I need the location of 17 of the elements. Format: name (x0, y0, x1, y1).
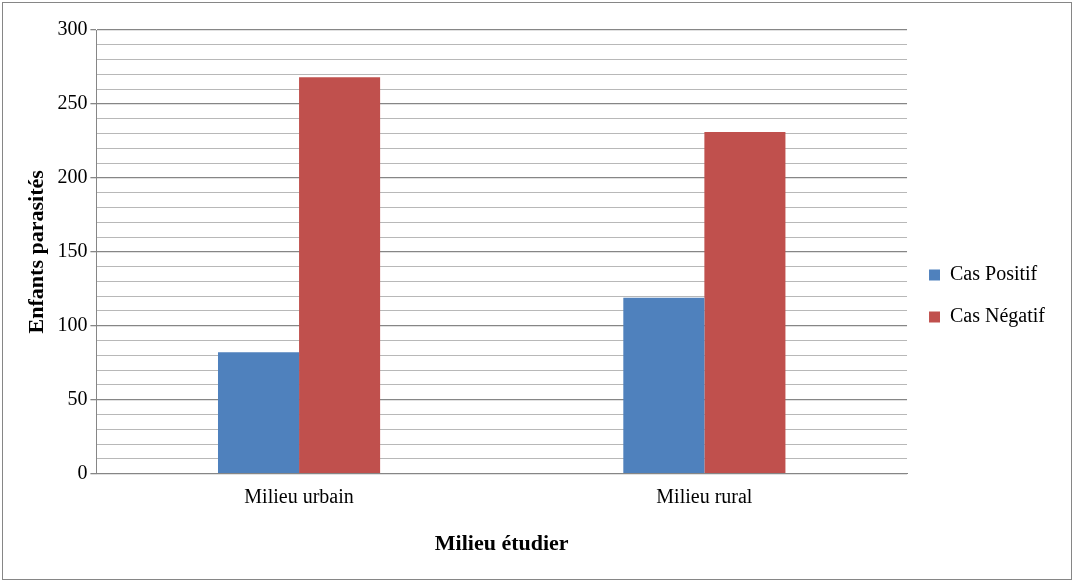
x-tick-label: Milieu urbain (244, 484, 354, 507)
y-tick-label: 50 (67, 386, 88, 409)
bar (299, 77, 381, 473)
y-tick-label: 0 (77, 460, 88, 483)
bar (623, 297, 705, 473)
y-tick-label: 250 (57, 91, 88, 114)
y-tick-label: 150 (57, 239, 88, 262)
y-tick-label: 100 (57, 312, 88, 335)
bar (217, 352, 300, 473)
y-tick-label: 300 (57, 17, 88, 40)
legend-label: Cas Négatif (950, 304, 1046, 328)
y-axis-title: Enfants parasités (22, 169, 48, 334)
y-tick-label: 200 (57, 165, 88, 188)
legend-label: Cas Positif (950, 262, 1038, 285)
x-axis-title: Milieu étudier (434, 530, 569, 556)
x-tick-label: Milieu rural (656, 484, 753, 507)
bar (704, 132, 786, 473)
